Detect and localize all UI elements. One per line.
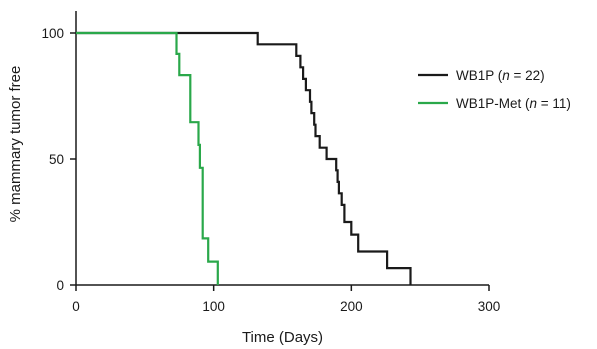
series-line-wb1p [76, 31, 412, 285]
series-line-wb1p-met [76, 31, 219, 285]
x-tick-label: 200 [340, 299, 363, 314]
legend-label: WB1P-Met (n = 11) [456, 96, 571, 111]
y-tick-label: 0 [56, 278, 64, 293]
y-tick-label: 50 [49, 152, 64, 167]
axes [75, 11, 489, 286]
x-tick-label: 0 [72, 299, 80, 314]
y-tick-label: 100 [41, 26, 64, 41]
y-ticks: 0 50 100 [41, 26, 76, 293]
x-axis-title: Time (Days) [242, 329, 323, 346]
legend: WB1P (n = 22) WB1P-Met (n = 11) [418, 68, 571, 111]
legend-label: WB1P (n = 22) [456, 68, 545, 83]
y-axis-title: % mammary tumor free [7, 66, 24, 223]
x-ticks: 0 100 200 300 [72, 285, 500, 314]
x-tick-label: 100 [202, 299, 225, 314]
series-layer [76, 31, 412, 285]
x-tick-label: 300 [478, 299, 501, 314]
